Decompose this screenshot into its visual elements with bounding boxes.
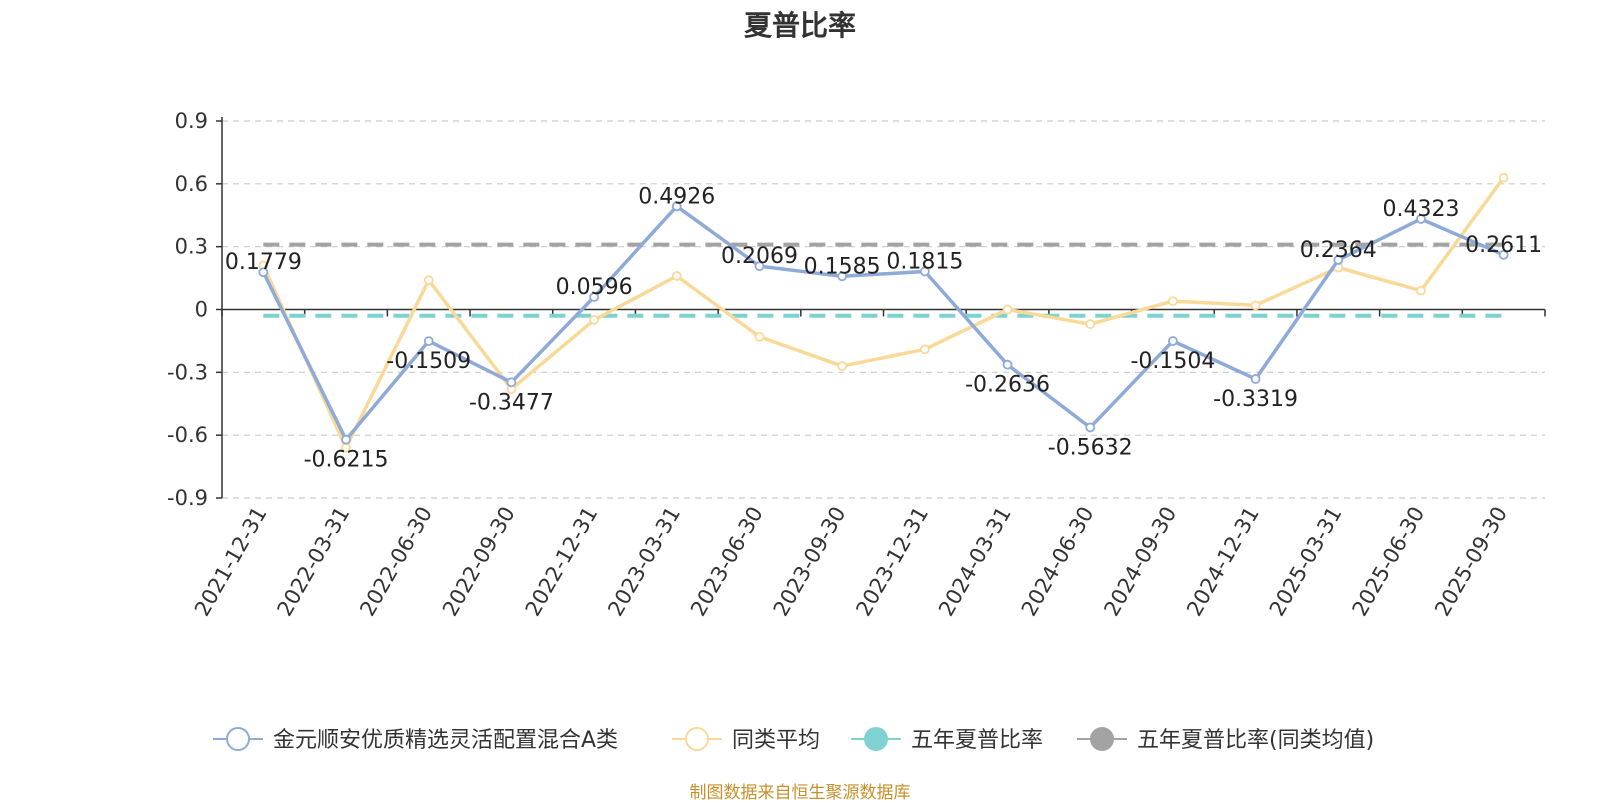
legend-item-peer-average: 同类平均 bbox=[672, 727, 820, 753]
x-tick-label: 2023-03-31 bbox=[603, 503, 685, 621]
peer-average-point bbox=[423, 275, 434, 286]
legend-marker bbox=[685, 727, 709, 751]
legend-label: 五年夏普比率 bbox=[911, 728, 1043, 753]
fund-point bbox=[837, 271, 848, 282]
legend-item-peer-five-year-sharpe: 五年夏普比率(同类均值) bbox=[1077, 727, 1374, 753]
fund-point bbox=[754, 261, 765, 272]
fund-point bbox=[341, 434, 351, 445]
data-labels-layer: 0.1779 -0.6215 -0.1509 -0.3477 0.0596 0.4926 0… bbox=[225, 184, 1542, 472]
chart-title: 夏普比率 bbox=[743, 9, 856, 42]
legend-item-fund: 金元顺安优质精选灵活配置混合A类 bbox=[213, 727, 618, 753]
fund-data-label: 0.2611 bbox=[1465, 233, 1542, 258]
grid-layer bbox=[222, 120, 1545, 499]
x-tick-label: 2022-03-31 bbox=[273, 503, 355, 621]
x-tick-label: 2025-09-30 bbox=[1430, 503, 1512, 621]
fund-data-label: 0.1585 bbox=[804, 254, 881, 279]
peer-average-point bbox=[837, 361, 848, 371]
fund-data-label: -0.6215 bbox=[304, 448, 389, 473]
fund-point bbox=[423, 336, 434, 347]
x-tick-label: 2025-03-31 bbox=[1265, 503, 1347, 621]
series-layer bbox=[258, 172, 1509, 453]
peer-average-point bbox=[1498, 172, 1509, 183]
fund-point bbox=[1168, 336, 1178, 346]
fund-data-label: 0.4926 bbox=[638, 184, 715, 209]
x-tick-label: 2021-12-31 bbox=[190, 503, 272, 621]
fund-point bbox=[919, 266, 930, 277]
legend-label: 金元顺安优质精选灵活配置混合A类 bbox=[273, 728, 618, 753]
fund-data-label: -0.5632 bbox=[1048, 435, 1133, 460]
peer-average-series-line bbox=[261, 176, 1506, 450]
fund-data-label: -0.1509 bbox=[386, 349, 471, 374]
fund-point bbox=[1333, 255, 1344, 265]
fund-series-line bbox=[261, 204, 1505, 442]
fund-point bbox=[1250, 374, 1261, 384]
x-tick-label: 2025-06-30 bbox=[1347, 503, 1429, 621]
fund-point bbox=[1416, 214, 1426, 224]
x-tick-label: 2024-06-30 bbox=[1017, 503, 1099, 621]
x-tick-label: 2023-12-31 bbox=[851, 503, 933, 621]
legend: 金元顺安优质精选灵活配置混合A类 同类平均 五年夏普比率 五年夏普比率(同类均值) bbox=[213, 727, 1374, 753]
peer-average-point bbox=[919, 344, 930, 355]
legend-marker bbox=[226, 727, 250, 751]
x-tick-label: 2024-09-30 bbox=[1099, 503, 1181, 621]
fund-data-label: 0.4323 bbox=[1382, 197, 1459, 222]
legend-marker bbox=[864, 727, 888, 751]
y-tick-label: -0.3 bbox=[167, 360, 208, 384]
peer-average-point bbox=[1085, 319, 1096, 330]
fund-data-label: 0.1815 bbox=[886, 249, 963, 274]
peer-average-point bbox=[1168, 296, 1178, 307]
fund-point bbox=[1498, 249, 1509, 260]
legend-label: 五年夏普比率(同类均值) bbox=[1137, 728, 1374, 753]
peer-average-point bbox=[671, 271, 682, 281]
fund-data-label: 0.2364 bbox=[1300, 238, 1377, 263]
legend-item-five-year-sharpe: 五年夏普比率 bbox=[851, 727, 1043, 753]
y-tick-label: 0.9 bbox=[175, 109, 208, 133]
y-tick-label: -0.6 bbox=[167, 423, 208, 447]
peer-average-point bbox=[1416, 285, 1426, 296]
x-tick-label: 2023-06-30 bbox=[686, 503, 768, 621]
fund-point bbox=[1085, 422, 1096, 433]
peer-average-point bbox=[754, 331, 765, 342]
legend-label: 同类平均 bbox=[732, 728, 820, 753]
source-note: 制图数据来自恒生聚源数据库 bbox=[689, 783, 911, 803]
x-tick-label: 2023-09-30 bbox=[769, 503, 851, 621]
fund-point bbox=[506, 377, 517, 388]
fund-data-label: -0.3319 bbox=[1213, 387, 1298, 412]
x-tick-label: 2022-12-31 bbox=[521, 503, 603, 621]
x-tick-label: 2022-09-30 bbox=[438, 503, 520, 621]
x-tick-label: 2024-03-31 bbox=[934, 503, 1016, 621]
y-tick-label: 0.6 bbox=[175, 172, 208, 196]
fund-point bbox=[258, 267, 269, 278]
fund-point bbox=[1002, 359, 1013, 370]
y-tick-label: -0.9 bbox=[167, 486, 208, 510]
y-tick-label: 0.3 bbox=[175, 235, 208, 259]
fund-data-label: 0.2069 bbox=[721, 244, 798, 269]
y-tick-label: 0 bbox=[195, 298, 208, 322]
x-tick-label: 2022-06-30 bbox=[355, 503, 437, 621]
peer-average-point bbox=[1250, 300, 1261, 311]
legend-marker bbox=[1090, 727, 1114, 751]
peer-average-point bbox=[1002, 304, 1013, 315]
fund-point bbox=[589, 292, 599, 302]
peer-average-point bbox=[589, 315, 599, 325]
fund-point bbox=[671, 201, 682, 212]
fund-data-label: -0.1504 bbox=[1130, 349, 1215, 374]
x-tick-label: 2024-12-31 bbox=[1182, 503, 1264, 621]
fund-data-label: -0.3477 bbox=[469, 390, 554, 415]
fund-data-label: 0.1779 bbox=[225, 250, 302, 275]
fund-data-label: -0.2636 bbox=[965, 373, 1050, 398]
fund-data-label: 0.0596 bbox=[556, 275, 633, 300]
